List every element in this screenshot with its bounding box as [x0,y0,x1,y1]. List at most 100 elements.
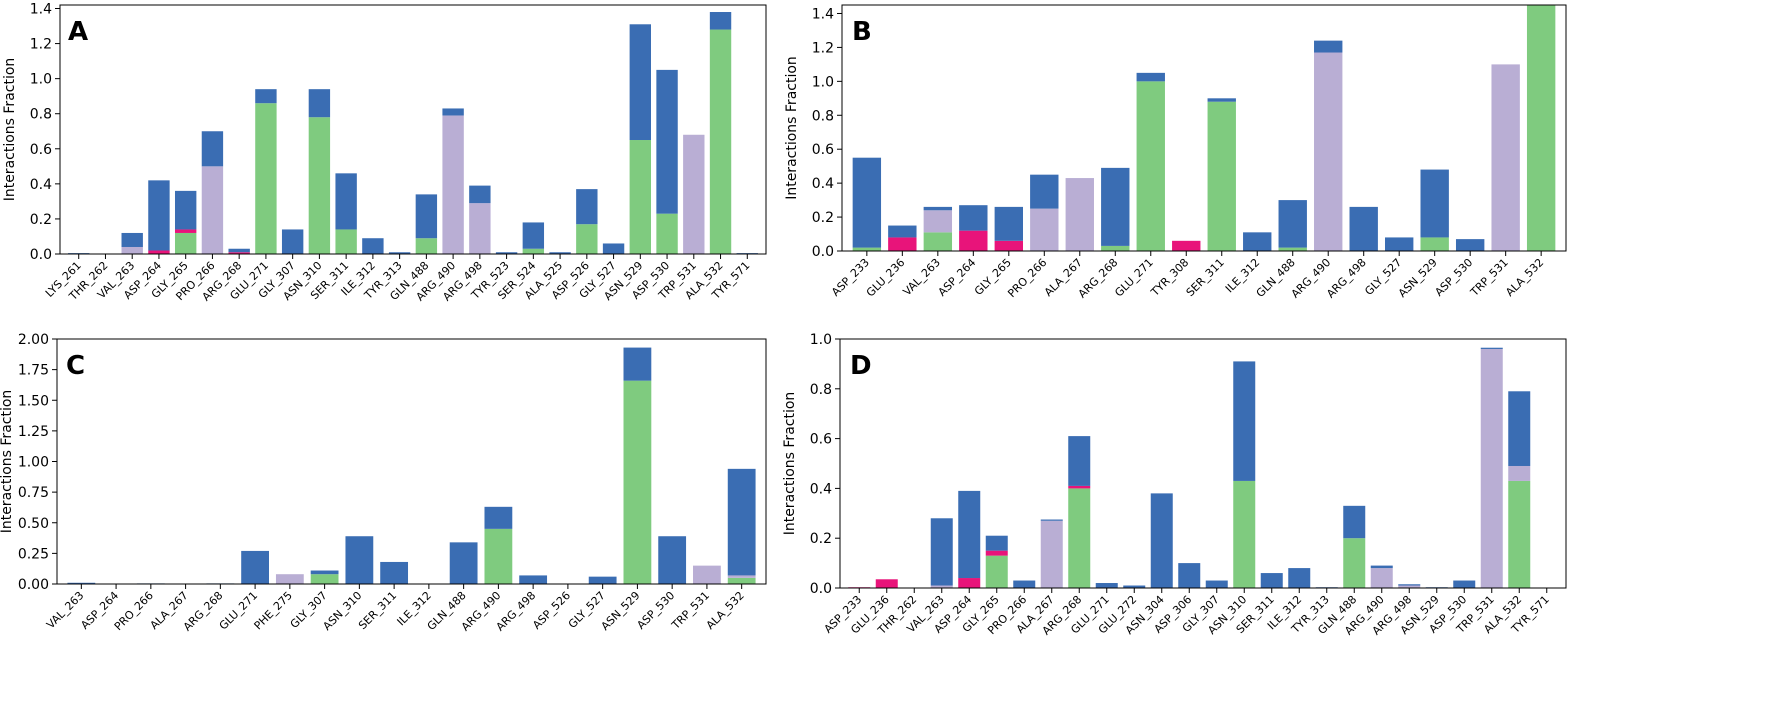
y-tick-label: 0.25 [18,546,49,562]
y-axis: 0.0 0.2 0.4 0.6 0.8 1.0 1.2 1.4 [812,6,842,260]
y-tick-label: 0.8 [810,382,832,398]
x-tick-label-asp-526: ASP_526 [530,589,573,632]
bar-asn-529-water-bridges [1420,237,1449,251]
bar-gly-527-h-bonds [588,576,617,584]
y-tick-label: 1.2 [30,37,52,53]
bar-gly-265-water-bridges [174,232,197,254]
y-axis-label: Interactions Fraction [2,58,18,202]
y-tick-label: 2.00 [18,332,49,348]
bar-trp-531-hydrophobic [1491,64,1520,251]
x-tick-label-asp-264: ASP_264 [936,256,979,299]
bar-arg-268-ionic [1068,485,1091,489]
bar-asp-530-h-bonds [658,536,687,584]
bar-arg-498-hydrophobic [1398,585,1421,588]
y-tick-label: 0.50 [18,516,49,532]
bar-arg-498-h-bonds [519,575,548,584]
bar-ser-311-h-bonds [1260,573,1283,588]
bar-asp-264-ionic [959,230,988,251]
y-tick-label: 1.4 [812,6,834,22]
y-tick-label: 1.50 [18,393,49,409]
y-tick-label: 1.25 [18,424,49,440]
bar-trp-531-hydrophobic [683,134,705,254]
bar-val-263-h-bonds [67,582,96,584]
bar-arg-498-h-bonds [1398,584,1421,586]
y-tick-label: 0.4 [812,176,834,192]
bar-asn-310-water-bridges [308,117,331,254]
bar-arg-490-h-bonds [1370,565,1393,569]
bar-arg-490-h-bonds [442,108,464,116]
bar-gln-488-h-bonds [1343,505,1366,539]
bar-val-263-hydrophobic [930,585,953,588]
bar-ala-532-water-bridges [727,577,756,585]
bar-gly-307-h-bonds [281,229,304,254]
bar-arg-268-h-bonds [1101,167,1130,246]
panel-c: 0.00 0.25 0.50 0.75 1.00 1.25 1.50 1.75 2.00 VAL_… [0,332,767,634]
bar-trp-531-h-bonds [1480,347,1503,349]
bar-gly-527-h-bonds [1385,237,1414,251]
bar-glu-272-h-bonds [1123,585,1146,588]
bar-ala-267-hydrophobic [1065,178,1094,251]
bar-pro-266-hydrophobic [1030,208,1059,251]
x-tick-label-phe-275: PHE_275 [252,589,295,632]
bar-ala-532-h-bonds [1508,391,1531,466]
bar-arg-268-water-bridges [1101,245,1130,251]
y-tick-label: 1.00 [18,455,49,471]
y-axis: 0.0 0.2 0.4 0.6 0.8 1.0 [810,332,840,597]
bar-pro-266-h-bonds [1030,174,1059,209]
bar-asn-310-h-bonds [345,536,374,584]
bar-ser-524-h-bonds [522,222,545,249]
x-tick-label-ala-532: ALA_532 [1503,256,1546,299]
bar-asn-529-water-bridges [623,380,652,584]
bar-asp-264-ionic [958,578,981,588]
bar-trp-531-hydrophobic [1480,348,1503,588]
bar-ser-311-h-bonds [380,561,409,584]
bar-gly-265-ionic [174,229,197,233]
y-tick-label: 1.0 [810,332,832,348]
y-axis-label: Interactions Fraction [0,390,15,534]
x-axis: LYS_261THR_262VAL_263ASP_264GLY_265PRO_2… [43,254,752,304]
x-axis: ASP_233GLU_236VAL_263ASP_264GLY_265PRO_2… [829,251,1546,301]
bar-gln-488-h-bonds [1278,200,1307,248]
x-tick-label-ser-311: SER_311 [1184,256,1227,299]
bars [68,12,758,254]
bar-gln-488-water-bridges [1278,247,1307,251]
y-tick-label: 1.0 [812,74,834,90]
y-tick-label: 0.6 [812,142,834,158]
y-tick-label: 1.0 [30,72,52,88]
panel-b: 0.0 0.2 0.4 0.6 0.8 1.0 1.2 1.4 ASP_233GLU_236VA… [784,4,1567,301]
bar-asp-306-h-bonds [1178,563,1201,588]
panel-letter: D [850,351,872,381]
bar-asp-264-ionic [148,250,170,254]
x-axis: VAL_263ASP_264PRO_266ALA_267ARG_268GLU_2… [44,584,747,634]
bar-val-263-h-bonds [923,206,953,211]
bar-tyr-523-h-bonds [495,252,518,254]
x-tick-label-ser-311: SER_311 [356,589,399,632]
bar-asp-264-h-bonds [958,490,981,579]
bars [848,347,1531,589]
x-tick-label-tyr-308: TYR_308 [1148,256,1192,300]
y-tick-label: 1.75 [18,363,49,379]
x-tick-label-ala-532: ALA_532 [704,589,747,632]
bar-ala-267-h-bonds [1040,519,1063,521]
bar-gly-265-ionic [985,550,1008,556]
bar-asn-529-h-bonds [1420,169,1449,238]
bar-pro-266-hydrophobic [201,166,224,254]
bar-asp-526-h-bonds [576,189,598,225]
bar-asn-529-h-bonds [629,24,651,141]
bar-phe-275-hydrophobic [275,574,304,584]
bar-ser-311-h-bonds [335,173,357,230]
bar-val-263-hydrophobic [923,210,953,233]
bar-ser-311-water-bridges [335,229,357,254]
bar-ala-532-water-bridges [1526,5,1556,251]
bar-gln-488-h-bonds [415,194,438,239]
bar-glu-236-h-bonds [888,225,917,238]
y-tick-label: 0.2 [30,212,52,228]
bar-arg-268-h-bonds [1068,436,1091,486]
bar-arg-490-h-bonds [1314,40,1343,53]
x-tick-label-glu-271: GLU_271 [1112,256,1156,300]
bar-tyr-308-ionic [1172,240,1201,251]
bar-ala-532-hydrophobic [1508,465,1531,481]
bar-asn-310-water-bridges [1233,480,1256,588]
bar-ile-312-h-bonds [362,238,384,254]
